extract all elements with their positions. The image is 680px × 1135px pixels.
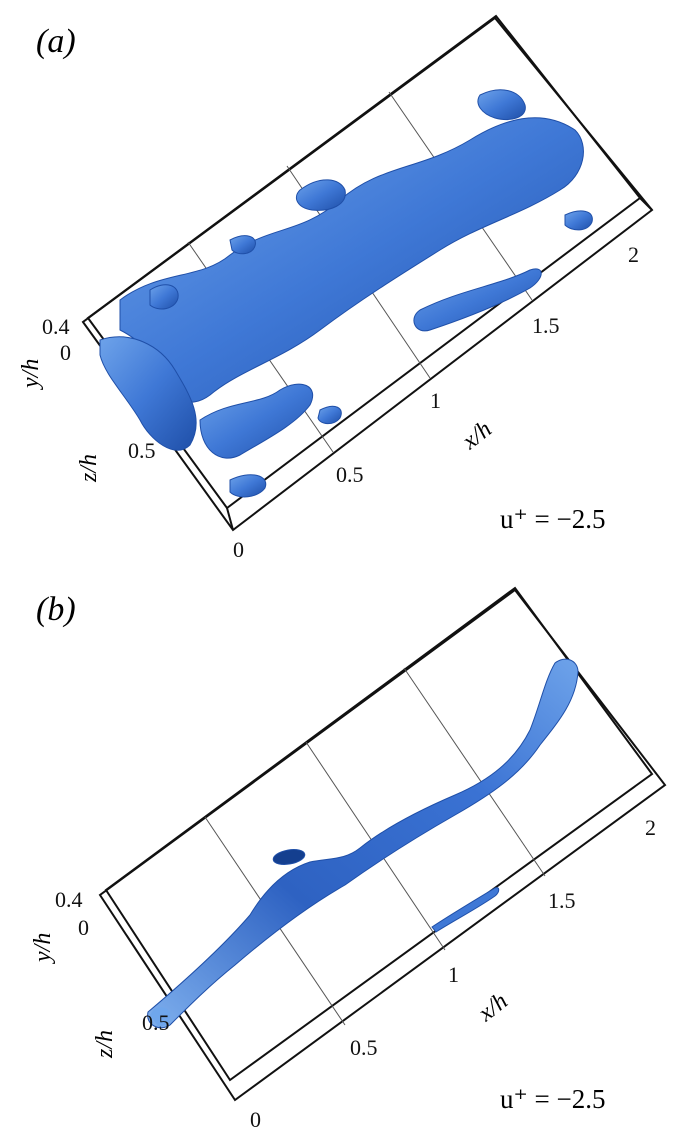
panel-b-box — [98, 586, 667, 1102]
panel-b-x-tick-4: 2 — [645, 815, 656, 840]
panel-a-x-axis-label: x/h — [457, 416, 497, 455]
panel-b-y-tick-1: 0 — [78, 915, 89, 940]
panel-a: (a) — [18, 14, 654, 562]
panel-a-x-tick-4: 2 — [628, 242, 639, 267]
panel-b-z-axis-label: z/h — [92, 1030, 118, 1059]
panel-b-y-axis-label: y/h — [30, 933, 56, 964]
panel-b: (b) 0 0.5 1 1.5 2 0.5 0.4 0 x/h — [30, 586, 667, 1132]
panel-a-x-tick-2: 1 — [430, 388, 441, 413]
panel-b-label: (b) — [36, 591, 76, 628]
panel-b-x-tick-2: 1 — [448, 962, 459, 987]
panel-b-x-tick-3: 1.5 — [548, 888, 576, 913]
panel-a-iso-label: u⁺ = −2.5 — [500, 504, 605, 534]
panel-b-x-tick-1: 0.5 — [350, 1035, 378, 1060]
panel-a-label: (a) — [36, 23, 76, 60]
panel-a-z-tick-0: 0.5 — [128, 438, 156, 463]
panel-b-x-axis-label: x/h — [473, 988, 513, 1027]
panel-a-x-tick-1: 0.5 — [336, 462, 364, 487]
panel-a-y-tick-0: 0.4 — [42, 314, 70, 339]
panel-b-x-tick-0: 0 — [250, 1107, 261, 1132]
panel-a-isosurface — [99, 89, 593, 498]
panel-b-y-tick-0: 0.4 — [55, 887, 83, 912]
panel-b-z-tick-0: 0.5 — [142, 1010, 170, 1035]
panel-b-iso-label: u⁺ = −2.5 — [500, 1084, 605, 1114]
panel-a-y-axis-label: y/h — [18, 359, 44, 390]
panel-a-y-tick-1: 0 — [60, 340, 71, 365]
panel-a-x-tick-0: 0 — [233, 537, 244, 562]
panel-a-x-tick-3: 1.5 — [532, 313, 560, 338]
panel-b-isosurface — [147, 658, 579, 1029]
panel-a-z-axis-label: z/h — [76, 454, 102, 483]
